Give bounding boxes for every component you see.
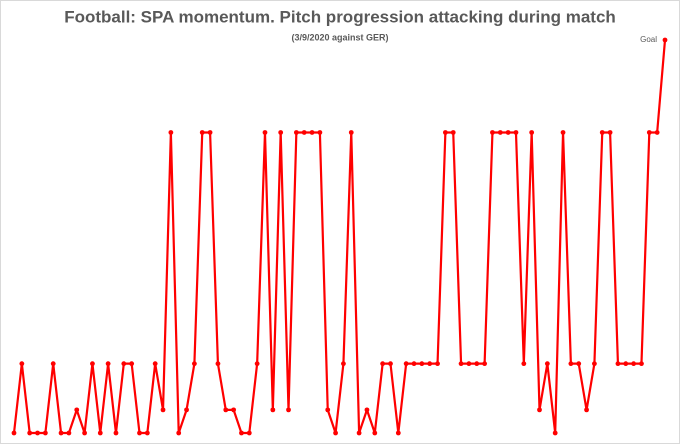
data-point bbox=[442, 130, 448, 135]
data-point bbox=[286, 407, 291, 413]
data-point bbox=[19, 361, 25, 367]
data-point bbox=[646, 130, 652, 135]
data-point bbox=[388, 361, 393, 367]
data-point bbox=[497, 130, 503, 135]
data-point bbox=[568, 361, 574, 367]
data-line bbox=[12, 39, 667, 435]
data-point bbox=[662, 37, 668, 43]
data-point bbox=[58, 430, 64, 436]
data-point bbox=[82, 430, 87, 436]
data-point bbox=[309, 130, 315, 135]
data-point bbox=[160, 407, 166, 413]
data-point bbox=[427, 361, 433, 367]
data-point bbox=[576, 361, 582, 367]
data-point bbox=[623, 361, 629, 367]
data-point bbox=[278, 130, 284, 135]
data-point bbox=[513, 130, 519, 135]
chart-subtitle: (3/9/2020 against GER) bbox=[291, 32, 388, 42]
data-point bbox=[419, 361, 425, 367]
data-point bbox=[364, 407, 370, 413]
data-point bbox=[474, 361, 480, 367]
data-point bbox=[207, 130, 213, 135]
data-point bbox=[129, 361, 135, 367]
data-point bbox=[490, 130, 495, 135]
data-point bbox=[215, 361, 221, 367]
data-point bbox=[639, 361, 644, 367]
data-point bbox=[584, 407, 589, 413]
data-point bbox=[199, 130, 205, 135]
data-point bbox=[113, 430, 119, 436]
data-point bbox=[482, 361, 488, 367]
data-point bbox=[466, 361, 472, 367]
data-point bbox=[356, 430, 362, 436]
data-point bbox=[42, 430, 48, 436]
data-point bbox=[395, 430, 401, 436]
data-point bbox=[348, 130, 354, 135]
data-point bbox=[184, 407, 189, 413]
data-point bbox=[325, 407, 331, 413]
data-point bbox=[246, 430, 252, 436]
data-point bbox=[403, 361, 409, 367]
data-point bbox=[544, 361, 550, 367]
data-point bbox=[537, 407, 542, 413]
data-point bbox=[293, 130, 299, 135]
data-point bbox=[27, 430, 33, 436]
data-point bbox=[380, 361, 386, 367]
data-point bbox=[50, 361, 56, 367]
data-point bbox=[231, 407, 237, 413]
data-point bbox=[599, 130, 605, 135]
data-point bbox=[90, 361, 95, 367]
data-point bbox=[333, 430, 338, 436]
data-point bbox=[121, 361, 127, 367]
data-point bbox=[137, 430, 142, 436]
data-point bbox=[505, 130, 511, 135]
data-point bbox=[270, 407, 276, 413]
data-point bbox=[105, 361, 111, 367]
data-point bbox=[615, 361, 621, 367]
data-point bbox=[607, 130, 613, 135]
data-point bbox=[66, 430, 72, 436]
data-point bbox=[450, 130, 456, 135]
data-point bbox=[435, 361, 440, 367]
data-point bbox=[97, 430, 103, 436]
data-point bbox=[223, 407, 229, 413]
data-point bbox=[262, 130, 268, 135]
data-point bbox=[631, 361, 637, 367]
data-point bbox=[144, 430, 150, 436]
data-point bbox=[176, 430, 182, 436]
data-point bbox=[35, 430, 40, 436]
data-point bbox=[191, 361, 197, 367]
data-point bbox=[372, 430, 378, 436]
data-point bbox=[254, 361, 260, 367]
data-point bbox=[74, 407, 80, 413]
annotation: Goal bbox=[640, 35, 657, 44]
data-point bbox=[168, 130, 174, 135]
data-point bbox=[654, 130, 660, 135]
data-point bbox=[458, 361, 464, 367]
data-point bbox=[341, 361, 346, 367]
data-point bbox=[411, 361, 417, 367]
chart-title: Football: SPA momentum. Pitch progressio… bbox=[64, 7, 616, 26]
data-point bbox=[301, 130, 307, 135]
data-point bbox=[529, 130, 535, 135]
data-point bbox=[521, 361, 527, 367]
data-point bbox=[11, 430, 17, 436]
data-point bbox=[317, 130, 323, 135]
data-point bbox=[560, 130, 566, 135]
data-point bbox=[239, 430, 244, 436]
data-point bbox=[592, 361, 597, 367]
data-point bbox=[152, 361, 158, 367]
data-point bbox=[552, 430, 558, 436]
